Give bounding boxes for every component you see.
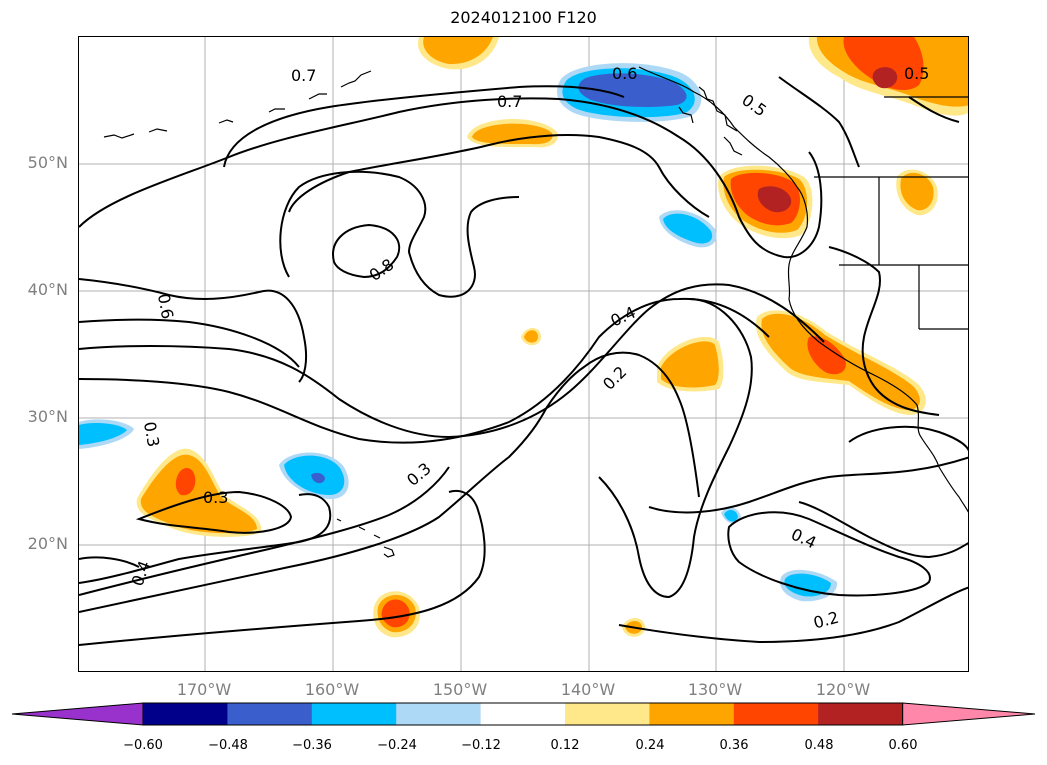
coastline-north-america — [638, 66, 968, 513]
contour-line — [727, 511, 931, 597]
anomaly-blob — [784, 573, 831, 597]
colorbar-tick: −0.60 — [123, 738, 163, 753]
map-title: 2024012100 F120 — [450, 8, 597, 27]
contour-lines — [79, 76, 968, 646]
anomaly-blob — [381, 599, 410, 628]
colorbar-segments — [11, 702, 1036, 726]
lat-label-40n: 40°N — [27, 280, 68, 299]
anomaly-blob — [472, 123, 553, 145]
contour-line — [848, 425, 968, 452]
lon-label-170w: 170°W — [176, 680, 232, 699]
colorbar-segment — [396, 703, 482, 725]
contour-line — [79, 489, 486, 646]
colorbar-tick: 0.24 — [635, 738, 665, 753]
contour-label: 0.2 — [811, 608, 841, 633]
colorbar-outline — [142, 702, 904, 726]
contour-label: 0.4 — [788, 524, 819, 552]
coastline-detail — [678, 86, 743, 156]
colorbar-segment — [649, 703, 735, 725]
anomaly-blob — [757, 186, 792, 213]
colorbar-tick: 0.12 — [550, 738, 580, 753]
colorbar-segment — [733, 703, 819, 725]
map-frame: 0.7 0.7 0.6 0.5 0.5 0.8 0.6 0.4 0.2 0.3 … — [78, 36, 969, 672]
lat-label-50n: 50°N — [27, 153, 68, 172]
contour-line — [279, 170, 520, 298]
contour-line — [798, 501, 968, 559]
colorbar-segment — [227, 703, 313, 725]
contour-label: 0.6 — [612, 64, 637, 83]
anomaly-blob — [807, 336, 846, 375]
colorbar-segment — [311, 703, 397, 725]
state-borders — [814, 96, 968, 330]
lon-label-140w: 140°W — [560, 680, 616, 699]
anomaly-blob — [661, 341, 719, 388]
anomaly-blob — [724, 510, 738, 522]
colorbar-tick: 0.36 — [719, 738, 749, 753]
contour-line — [79, 97, 823, 259]
anomaly-blob — [663, 213, 713, 244]
colorbar-tick: 0.60 — [888, 738, 918, 753]
map-canvas: 0.7 0.7 0.6 0.5 0.5 0.8 0.6 0.4 0.2 0.3 … — [79, 37, 968, 671]
anomaly-blob — [311, 472, 325, 484]
contour-label: 0.7 — [497, 92, 522, 111]
coastlines — [103, 66, 968, 558]
colorbar-segment — [565, 703, 650, 725]
anomaly-blob — [423, 37, 493, 65]
colorbar-tick: −0.24 — [377, 738, 417, 753]
contour-line — [618, 586, 968, 644]
contour-label: 0.3 — [203, 488, 228, 507]
contour-label: 0.3 — [140, 420, 163, 448]
colorbar-segment — [143, 703, 228, 725]
contour-label: 0.7 — [291, 66, 316, 85]
contour-line — [79, 556, 140, 568]
contour-label: 0.5 — [904, 64, 929, 83]
contour-label: 0.3 — [403, 459, 435, 490]
anomaly-blob — [175, 468, 196, 496]
colorbar-extend-high — [902, 702, 1036, 726]
contour-line — [908, 96, 960, 123]
anomaly-blob — [140, 454, 257, 534]
contour-label: 0.6 — [154, 292, 177, 320]
colorbar-segment — [480, 703, 566, 725]
contour-line — [79, 351, 700, 613]
contour-line — [79, 297, 770, 444]
contour-line — [79, 318, 300, 368]
anomaly-fills — [79, 37, 968, 638]
hawaii-islands — [336, 518, 395, 558]
contour-line — [79, 278, 308, 383]
contour-label: 0.2 — [599, 362, 630, 393]
lon-label-130w: 130°W — [687, 680, 743, 699]
lon-label-150w: 150°W — [432, 680, 488, 699]
colorbar — [11, 702, 1036, 726]
anomaly-blob — [524, 330, 538, 343]
contour-line — [332, 223, 401, 279]
lon-label-120w: 120°W — [815, 680, 871, 699]
contour-line — [223, 85, 625, 168]
contour-label: 0.8 — [366, 255, 398, 285]
contour-line — [288, 134, 710, 218]
contour-line — [778, 76, 860, 168]
lon-label-160w: 160°W — [304, 680, 360, 699]
colorbar-tick: −0.36 — [292, 738, 332, 753]
aleutian-islands — [103, 70, 372, 139]
anomaly-blob — [900, 172, 934, 211]
colorbar-tick: −0.12 — [461, 738, 501, 753]
lat-label-20n: 20°N — [27, 534, 68, 553]
anomaly-blob — [872, 67, 898, 89]
contour-line — [79, 283, 825, 439]
colorbar-segment — [818, 703, 904, 725]
contour-line — [648, 456, 968, 514]
lat-label-30n: 30°N — [27, 407, 68, 426]
contour-line — [79, 493, 332, 584]
colorbar-tick: 0.48 — [804, 738, 834, 753]
colorbar-tick: −0.48 — [208, 738, 248, 753]
contour-line — [135, 490, 293, 534]
contour-line — [828, 246, 940, 416]
anomaly-blob — [79, 422, 127, 445]
contour-line — [598, 298, 753, 599]
colorbar-extend-low — [11, 702, 144, 726]
anomaly-blob — [843, 37, 924, 91]
anomaly-blob — [578, 73, 687, 107]
contour-label: 0.5 — [738, 90, 770, 120]
